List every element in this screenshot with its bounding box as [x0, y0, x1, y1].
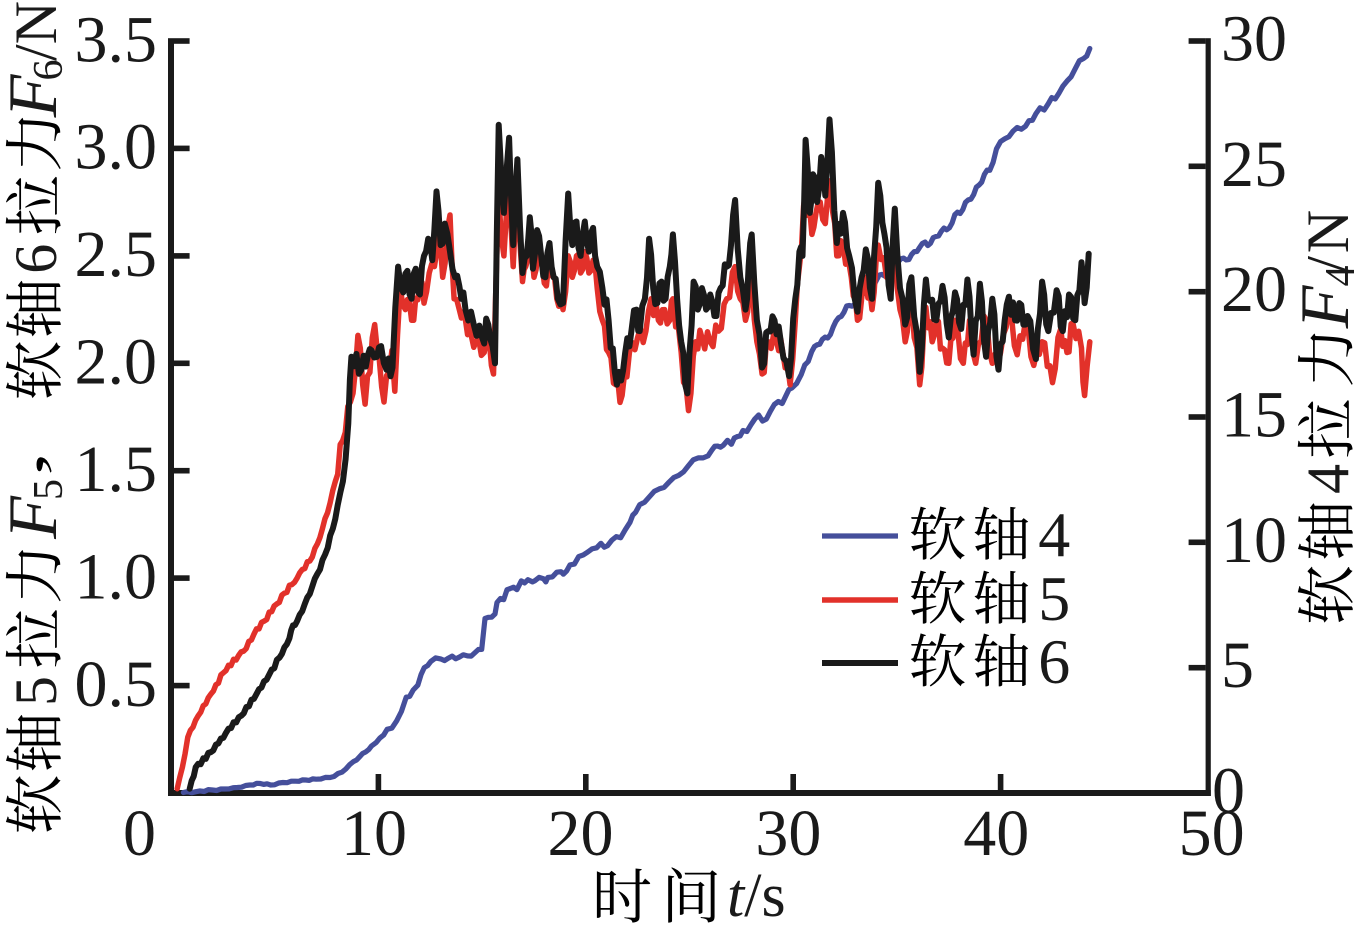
- svg-text:6: 6: [3, 244, 69, 274]
- svg-text:15: 15: [1221, 379, 1287, 452]
- svg-text:/: /: [3, 44, 69, 61]
- svg-text:2.5: 2.5: [75, 218, 158, 291]
- svg-text:F: F: [0, 495, 72, 540]
- svg-text:5: 5: [3, 676, 69, 706]
- svg-text:50: 50: [1179, 797, 1245, 870]
- svg-text:6: 6: [1038, 626, 1070, 697]
- svg-text:25: 25: [1221, 128, 1287, 201]
- svg-text:0: 0: [1212, 755, 1245, 828]
- svg-text:40: 40: [963, 797, 1029, 870]
- svg-text:30: 30: [755, 797, 821, 870]
- svg-text:3.5: 3.5: [75, 3, 158, 76]
- svg-text:5: 5: [1038, 563, 1070, 634]
- svg-text:F: F: [0, 73, 72, 118]
- svg-text:/: /: [1295, 256, 1358, 273]
- svg-text:0.5: 0.5: [75, 648, 158, 721]
- svg-text:5: 5: [1221, 629, 1254, 702]
- svg-text:0: 0: [123, 797, 156, 870]
- svg-text:1.0: 1.0: [75, 540, 158, 613]
- svg-text:t/s: t/s: [727, 862, 786, 925]
- svg-text:3.0: 3.0: [75, 111, 158, 184]
- svg-text:20: 20: [548, 797, 614, 870]
- svg-text:10: 10: [341, 797, 407, 870]
- svg-text:5: 5: [26, 479, 72, 500]
- svg-text:20: 20: [1221, 253, 1287, 326]
- svg-text:30: 30: [1221, 3, 1287, 76]
- svg-text:4: 4: [1295, 464, 1358, 494]
- svg-text:2.0: 2.0: [75, 326, 158, 399]
- svg-text:1.5: 1.5: [75, 433, 158, 506]
- svg-text:4: 4: [1318, 266, 1358, 287]
- svg-text:N: N: [3, 1, 69, 44]
- svg-text:4: 4: [1038, 499, 1070, 570]
- svg-text:10: 10: [1221, 504, 1287, 577]
- svg-text:F: F: [1287, 284, 1358, 329]
- svg-text:6: 6: [26, 60, 72, 81]
- svg-text:N: N: [1295, 210, 1358, 253]
